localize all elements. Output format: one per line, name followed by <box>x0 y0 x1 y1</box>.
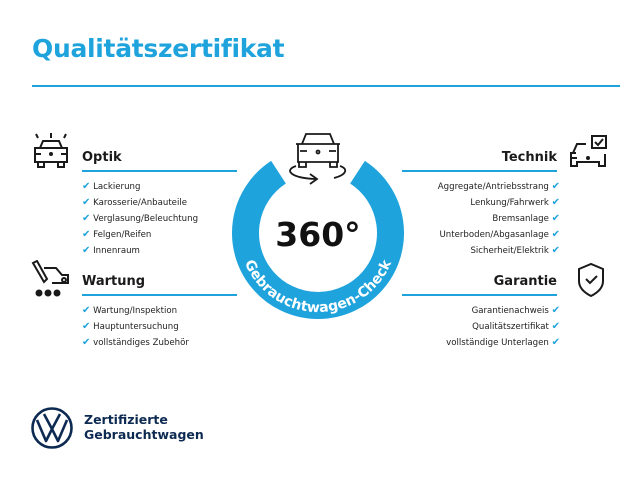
footer-line1: Zertifizierte <box>84 412 168 427</box>
title-divider <box>32 85 620 87</box>
car-rotate-icon <box>289 133 347 185</box>
section-divider-technik <box>402 170 557 172</box>
list-item: Bremsanlage ✔ <box>492 213 560 224</box>
section-divider-wartung <box>82 294 237 296</box>
check-icon: ✔ <box>551 181 560 192</box>
list-item: Sicherheit/Elektrik ✔ <box>470 245 560 256</box>
list-item: ✔ Felgen/Reifen <box>82 229 152 240</box>
section-divider-garantie <box>402 294 557 296</box>
list-item: Garantienachweis ✔ <box>471 305 560 316</box>
service-car-icon <box>31 260 69 297</box>
list-garantie: Garantienachweis ✔ Qualitätszertifikat ✔… <box>402 303 560 351</box>
section-heading-optik: Optik <box>82 150 122 165</box>
check-icon: ✔ <box>82 321 91 332</box>
check-icon: ✔ <box>551 305 560 316</box>
list-item: Lenkung/Fahrwerk ✔ <box>470 197 560 208</box>
check-icon: ✔ <box>82 305 91 316</box>
check-icon: ✔ <box>82 197 91 208</box>
list-item: ✔ Wartung/Inspektion <box>82 305 178 316</box>
check-icon: ✔ <box>82 245 91 256</box>
list-optik: ✔ Lackierung ✔ Karosserie/Anbauteile ✔ V… <box>82 179 198 259</box>
page-title: Qualitätszertifikat <box>32 34 285 63</box>
badge-360: 360° <box>275 215 360 254</box>
car-lights-icon <box>34 133 68 168</box>
list-technik: Aggregate/Antriebsstrang ✔ Lenkung/Fahrw… <box>402 179 560 259</box>
check-icon: ✔ <box>551 197 560 208</box>
footer-line2: Gebrauchtwagen <box>84 427 204 442</box>
list-wartung: ✔ Wartung/Inspektion ✔ Hauptuntersuchung… <box>82 303 189 351</box>
list-item: ✔ vollständiges Zubehör <box>82 337 189 348</box>
check-icon: ✔ <box>82 229 91 240</box>
check-icon: ✔ <box>82 337 91 348</box>
check-icon: ✔ <box>551 245 560 256</box>
list-item: vollständige Unterlagen ✔ <box>446 337 560 348</box>
check-icon: ✔ <box>551 213 560 224</box>
check-icon: ✔ <box>82 213 91 224</box>
list-item: ✔ Innenraum <box>82 245 140 256</box>
list-item: Aggregate/Antriebsstrang ✔ <box>437 181 560 192</box>
check-icon: ✔ <box>82 181 91 192</box>
list-item: Qualitätszertifikat ✔ <box>472 321 560 332</box>
shield-check-icon <box>578 262 604 298</box>
footer-brand-text: Zertifizierte Gebrauchtwagen <box>84 412 204 442</box>
check-icon: ✔ <box>551 337 560 348</box>
car-checkbox-icon <box>570 135 607 167</box>
list-item: ✔ Karosserie/Anbauteile <box>82 197 188 208</box>
badge-ring <box>232 160 404 319</box>
list-item: ✔ Verglasung/Beleuchtung <box>82 213 199 224</box>
section-heading-wartung: Wartung <box>82 274 146 289</box>
vw-logo <box>31 407 73 449</box>
section-heading-garantie: Garantie <box>493 274 557 289</box>
check-icon: ✔ <box>551 229 560 240</box>
list-item: Unterboden/Abgasanlage ✔ <box>439 229 561 240</box>
list-item: ✔ Hauptuntersuchung <box>82 321 179 332</box>
list-item: ✔ Lackierung <box>82 181 141 192</box>
section-heading-technik: Technik <box>501 150 557 165</box>
section-divider-optik <box>82 170 237 172</box>
check-icon: ✔ <box>551 321 560 332</box>
